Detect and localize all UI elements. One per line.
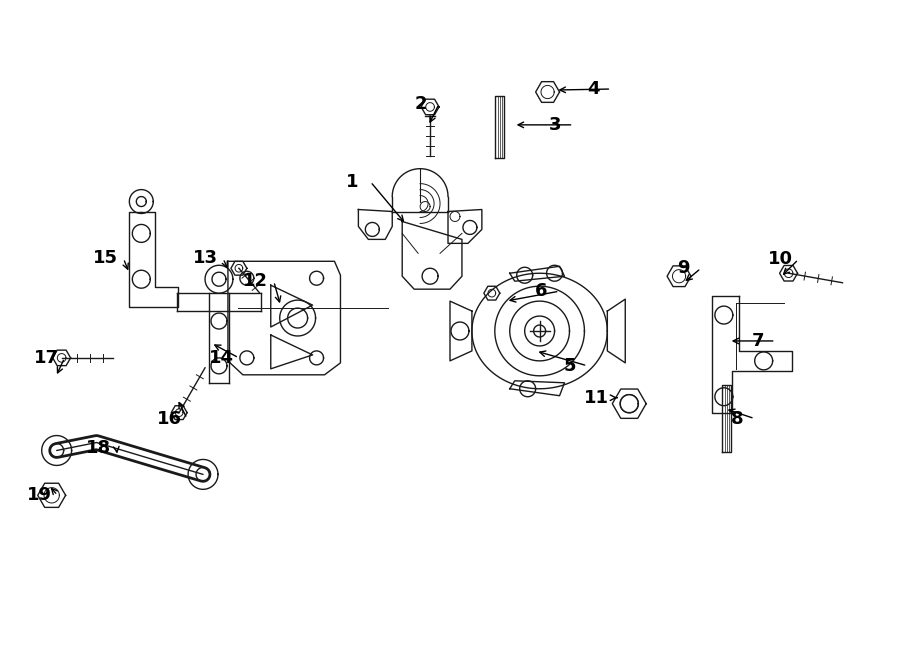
Polygon shape [358, 210, 392, 239]
Text: 1: 1 [346, 173, 359, 190]
Polygon shape [450, 301, 472, 361]
Polygon shape [130, 212, 178, 307]
Polygon shape [228, 261, 340, 375]
Text: 6: 6 [536, 282, 548, 300]
Polygon shape [509, 381, 564, 396]
Polygon shape [402, 221, 462, 289]
Text: 19: 19 [27, 486, 52, 504]
Text: 13: 13 [193, 249, 218, 267]
Polygon shape [472, 273, 608, 389]
Text: 14: 14 [209, 349, 233, 367]
Text: 15: 15 [93, 249, 118, 267]
Polygon shape [612, 389, 646, 418]
Polygon shape [38, 483, 66, 508]
Polygon shape [779, 266, 797, 281]
Text: 16: 16 [157, 410, 182, 428]
Text: 3: 3 [549, 116, 562, 134]
Text: 10: 10 [768, 251, 793, 268]
Polygon shape [484, 286, 500, 300]
Text: 18: 18 [86, 438, 111, 457]
Polygon shape [392, 169, 448, 196]
Text: 4: 4 [587, 80, 599, 98]
Polygon shape [231, 261, 247, 275]
Polygon shape [509, 266, 564, 281]
Polygon shape [495, 96, 504, 158]
Text: 7: 7 [752, 332, 764, 350]
Text: 5: 5 [563, 357, 576, 375]
Polygon shape [421, 99, 439, 115]
Text: 9: 9 [677, 259, 689, 277]
Polygon shape [712, 296, 792, 412]
Polygon shape [171, 406, 187, 420]
Text: 11: 11 [584, 389, 609, 407]
Polygon shape [723, 385, 732, 453]
Text: 17: 17 [34, 349, 59, 367]
Polygon shape [448, 210, 482, 243]
Polygon shape [536, 82, 560, 102]
Text: 8: 8 [731, 410, 743, 428]
Text: 2: 2 [415, 95, 428, 113]
Polygon shape [608, 299, 625, 363]
Text: 12: 12 [243, 272, 268, 290]
Polygon shape [53, 350, 70, 366]
Polygon shape [667, 266, 691, 287]
